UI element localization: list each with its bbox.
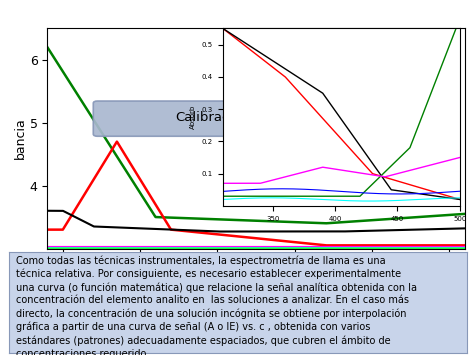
Y-axis label: Absorb: Absorb — [190, 105, 196, 129]
FancyBboxPatch shape — [93, 101, 331, 136]
Y-axis label: bancia: bancia — [14, 118, 27, 159]
Text: Calibración: Calibración — [175, 111, 249, 124]
X-axis label: Longitud de onda (nm): Longitud de onda (nm) — [175, 277, 337, 290]
Text: Como todas las técnicas instrumentales, la espectrometría de llama es una
técnic: Como todas las técnicas instrumentales, … — [16, 255, 417, 355]
